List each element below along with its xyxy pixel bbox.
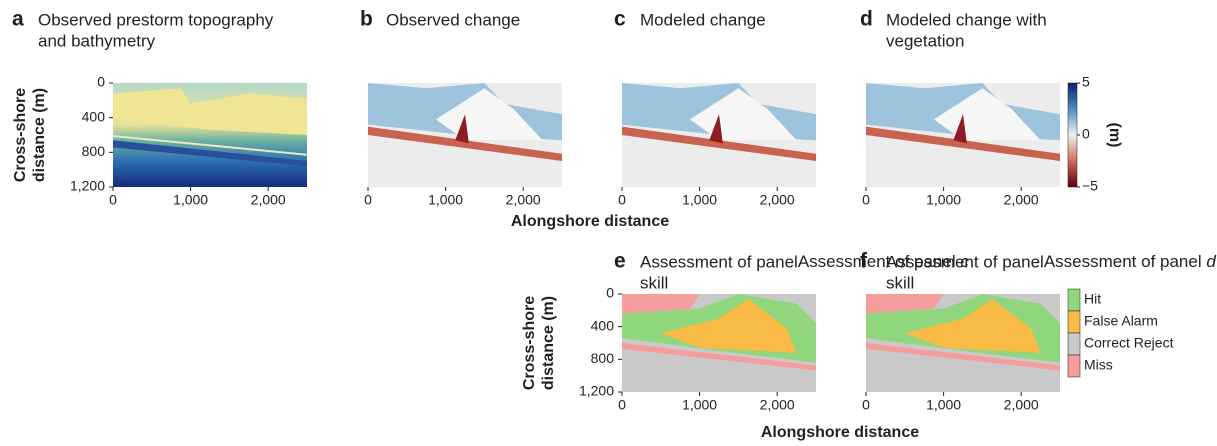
colorbar <box>1067 82 1078 188</box>
y-tick-label: 400 <box>82 108 106 124</box>
legend-label: False Alarm <box>1084 313 1158 329</box>
heatmap-region <box>113 88 307 135</box>
title-text: Assessment of panel <box>798 252 961 271</box>
title-ref: d <box>1206 252 1216 271</box>
heatmap-region <box>622 294 700 314</box>
panel-title: Modeled change <box>640 10 766 29</box>
heatmap-region <box>113 140 307 167</box>
y-axis-label: distance (m) <box>540 296 557 390</box>
panel-letter: a <box>12 8 24 31</box>
colorbar-tick-label: 0 <box>1082 126 1090 142</box>
x-tick-label: 2,000 <box>760 192 795 208</box>
legend-label: Hit <box>1084 291 1101 307</box>
y-tick-label: 800 <box>591 350 615 366</box>
x-tick-label: 0 <box>618 397 626 413</box>
panel-title: skill <box>640 273 668 292</box>
x-tick-label: 1,000 <box>926 397 961 413</box>
x-tick-label: 0 <box>364 192 372 208</box>
legend-swatch <box>1067 310 1081 334</box>
heatmap-image <box>866 294 1060 392</box>
heatmap-region <box>368 126 562 161</box>
heatmap-region <box>113 135 307 156</box>
x-tick-label: 2,000 <box>1004 397 1039 413</box>
heatmap-region <box>866 126 1060 161</box>
y-axis-label: distance (m) <box>31 88 48 182</box>
x-tick-label: 2,000 <box>1004 192 1039 208</box>
heatmap-region <box>866 294 944 314</box>
y-axis-label: Cross-shore <box>521 296 538 390</box>
heatmap-image <box>368 83 562 187</box>
title-text: Assessment of panel <box>1044 252 1207 271</box>
x-tick-label: 1,000 <box>428 192 463 208</box>
heatmap-image <box>113 83 307 187</box>
panel-letter: b <box>360 8 373 31</box>
colorbar-tick-label: −5 <box>1082 178 1098 194</box>
panel-title: and bathymetry <box>38 31 156 50</box>
x-axis-label: Alongshore distance <box>761 424 919 441</box>
panel-title: Observed change <box>386 10 520 29</box>
x-tick-label: 0 <box>862 397 870 413</box>
x-tick-label: 1,000 <box>682 397 717 413</box>
heatmap-region <box>709 114 723 144</box>
y-tick-label: 1,200 <box>70 178 105 194</box>
x-tick-label: 0 <box>109 192 117 208</box>
y-tick-label: 0 <box>606 285 614 301</box>
y-tick-label: 0 <box>97 74 105 90</box>
y-tick-label: 800 <box>82 143 106 159</box>
colorbar-tick-label: 5 <box>1082 74 1090 90</box>
heatmap-image <box>866 83 1060 187</box>
y-tick-label: 400 <box>591 317 615 333</box>
legend-label: Correct Reject <box>1084 335 1174 351</box>
x-axis-label: Alongshore distance <box>511 213 669 230</box>
y-axis-label: Cross-shore <box>12 88 29 182</box>
x-tick-label: 2,000 <box>251 192 286 208</box>
panel-title: Modeled change with <box>886 10 1047 29</box>
x-tick-label: 1,000 <box>682 192 717 208</box>
panel-title: Observed prestorm topography <box>38 10 274 29</box>
x-tick-label: 1,000 <box>926 192 961 208</box>
legend-swatch <box>1067 332 1081 356</box>
title-ref: c <box>960 252 969 271</box>
panel-letter: e <box>614 250 626 273</box>
colorbar-label: (m) <box>1106 123 1123 148</box>
heatmap-region <box>622 126 816 161</box>
panel-letter: f <box>860 250 868 273</box>
heatmap-region <box>455 114 469 144</box>
heatmap-region <box>953 114 967 144</box>
x-tick-label: 1,000 <box>173 192 208 208</box>
heatmap-image <box>622 294 816 392</box>
x-tick-label: 0 <box>862 192 870 208</box>
panel-title: Assessment of panelAssessment of panel d <box>886 252 1216 271</box>
x-tick-label: 0 <box>618 192 626 208</box>
heatmap-region <box>904 298 1041 353</box>
panel-title: Assessment of panelAssessment of panel c <box>640 252 969 271</box>
legend-label: Miss <box>1084 357 1113 373</box>
y-tick-label: 1,200 <box>579 383 614 399</box>
heatmap-image <box>622 83 816 187</box>
x-tick-label: 2,000 <box>760 397 795 413</box>
x-tick-label: 2,000 <box>506 192 541 208</box>
panel-title: vegetation <box>886 31 964 50</box>
panel-letter: d <box>860 8 873 31</box>
heatmap-region <box>866 343 1060 371</box>
legend-swatch <box>1067 288 1081 312</box>
heatmap-region <box>660 298 797 353</box>
legend-swatch <box>1067 354 1081 378</box>
panel-title: skill <box>886 273 914 292</box>
heatmap-region <box>622 343 816 371</box>
panel-letter: c <box>614 8 626 31</box>
